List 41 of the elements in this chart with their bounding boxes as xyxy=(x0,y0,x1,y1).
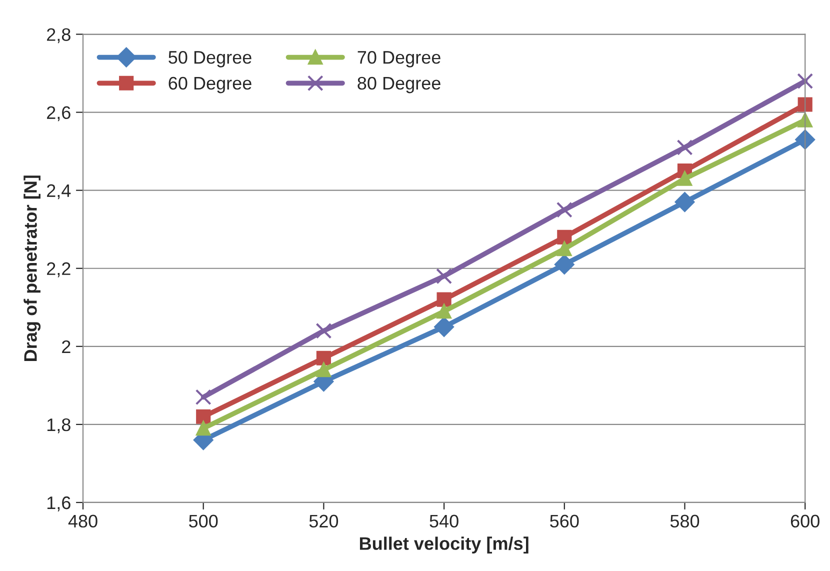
point xyxy=(797,73,814,90)
point xyxy=(196,421,211,436)
legend-label: 80 Degree xyxy=(358,76,440,94)
x-tick-label: 600 xyxy=(790,514,820,528)
point xyxy=(316,322,332,339)
legend-label: 50 Degree xyxy=(168,50,252,68)
y-axis-title: Drag of penetrator [N] xyxy=(24,176,41,361)
x-axis-title: Bullet velocity [m/s] xyxy=(360,536,528,554)
legend-label: 60 Degree xyxy=(168,76,252,94)
x-tick-label: 480 xyxy=(68,514,98,528)
y-tick-label: 2,4 xyxy=(47,184,71,200)
point xyxy=(798,112,812,128)
point xyxy=(316,350,331,366)
x-tick-label: 520 xyxy=(309,514,338,528)
x-tick-label: 500 xyxy=(189,514,218,528)
point xyxy=(677,171,692,186)
legend-label: 70 Degree xyxy=(358,50,440,68)
point xyxy=(676,139,693,156)
point xyxy=(557,242,572,256)
point xyxy=(434,317,454,337)
point xyxy=(196,409,211,424)
point xyxy=(557,230,572,244)
y-tick-label: 1,6 xyxy=(47,496,70,512)
y-tick-label: 2,2 xyxy=(47,262,70,278)
point xyxy=(556,202,572,218)
y-tick-label: 2 xyxy=(62,340,70,353)
point xyxy=(798,97,812,112)
x-tick-label: 540 xyxy=(430,514,458,528)
y-tick-label: 2,8 xyxy=(47,28,70,44)
point xyxy=(316,362,331,378)
x-tick-label: 580 xyxy=(670,514,700,528)
point xyxy=(674,192,695,212)
y-tick-label: 2,6 xyxy=(47,106,70,122)
point xyxy=(195,389,212,406)
point xyxy=(554,254,574,274)
point xyxy=(436,304,452,319)
y-tick-label: 1,8 xyxy=(47,418,70,434)
point xyxy=(795,130,815,150)
point xyxy=(436,292,452,307)
x-tick-label: 560 xyxy=(550,514,579,528)
point xyxy=(436,268,452,284)
